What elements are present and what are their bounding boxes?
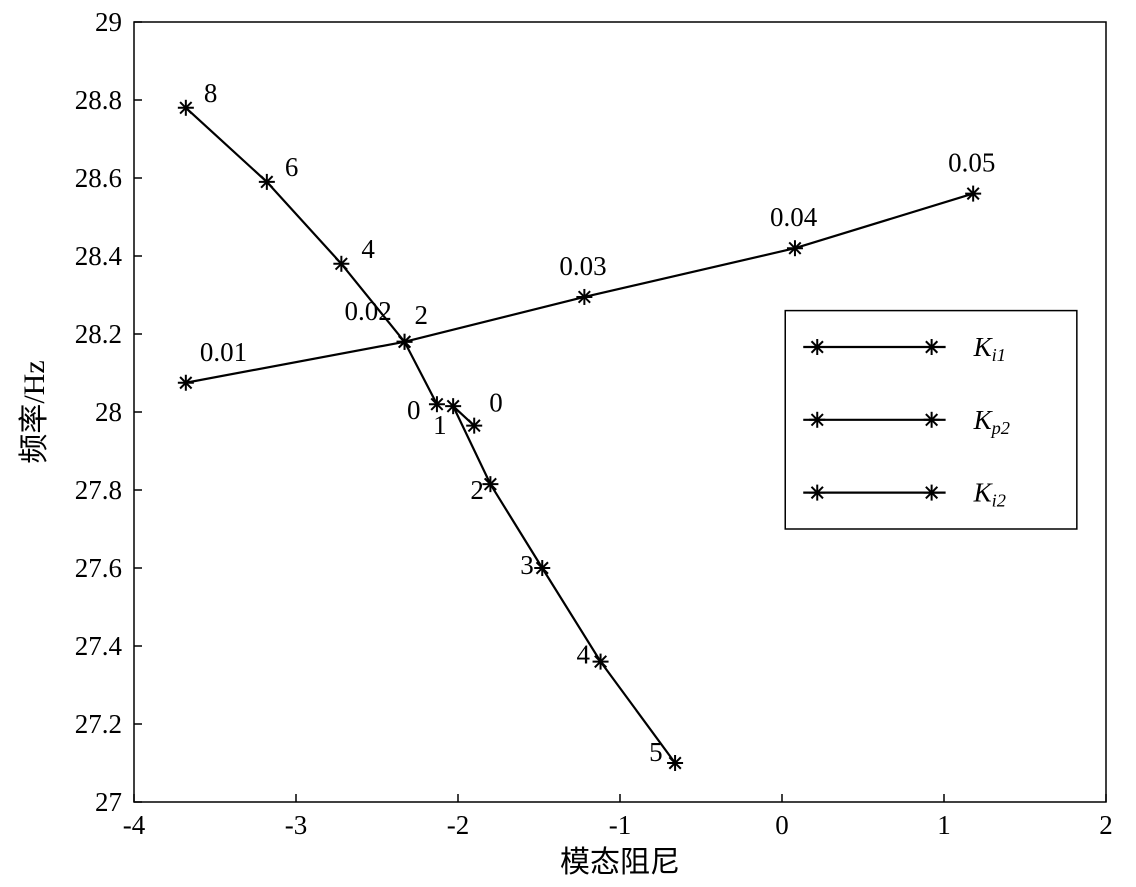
point-label: 0 [489, 388, 503, 418]
ytick-label: 27 [95, 787, 122, 817]
data-marker [466, 418, 482, 434]
data-marker [965, 186, 981, 202]
point-label: 5 [649, 737, 663, 767]
xtick-label: 0 [775, 810, 789, 840]
xtick-label: -4 [123, 810, 146, 840]
ytick-label: 28 [95, 397, 122, 427]
chart-container: -4-3-2-10122727.227.427.627.82828.228.42… [0, 0, 1136, 887]
xtick-label: -2 [447, 810, 470, 840]
point-label: 1 [433, 410, 447, 440]
data-marker [534, 560, 550, 576]
point-label: 0.01 [200, 337, 247, 367]
point-label: 0.03 [559, 251, 606, 281]
data-marker [178, 375, 194, 391]
point-label: 0 [407, 395, 421, 425]
ytick-label: 28.6 [75, 163, 122, 193]
data-marker [809, 485, 825, 501]
ytick-label: 27.6 [75, 553, 122, 583]
xtick-label: -1 [609, 810, 632, 840]
point-label: 4 [361, 234, 375, 264]
xtick-label: 2 [1099, 810, 1113, 840]
data-marker [593, 654, 609, 670]
data-marker [667, 755, 683, 771]
data-marker [178, 100, 194, 116]
data-marker [924, 339, 940, 355]
point-label: 0.05 [948, 148, 995, 178]
data-marker [333, 256, 349, 272]
point-label: 0.04 [770, 202, 818, 232]
point-label: 3 [520, 550, 534, 580]
point-label: 8 [204, 78, 218, 108]
line-chart: -4-3-2-10122727.227.427.627.82828.228.42… [0, 0, 1136, 887]
ytick-label: 28.8 [75, 85, 122, 115]
point-label: 6 [285, 152, 299, 182]
data-marker [445, 398, 461, 414]
data-marker [576, 289, 592, 305]
data-marker [259, 174, 275, 190]
xtick-label: -3 [285, 810, 308, 840]
data-marker [809, 412, 825, 428]
point-label: 2 [415, 300, 429, 330]
point-label: 4 [577, 640, 591, 670]
point-label: 0.02 [345, 296, 392, 326]
ytick-label: 28.4 [75, 241, 123, 271]
ytick-label: 27.2 [75, 709, 122, 739]
data-marker [924, 485, 940, 501]
data-marker [924, 412, 940, 428]
ytick-label: 29 [95, 7, 122, 37]
data-marker [482, 476, 498, 492]
ytick-label: 28.2 [75, 319, 122, 349]
data-marker [809, 339, 825, 355]
xtick-label: 1 [937, 810, 951, 840]
y-axis-label: 频率/Hz [18, 360, 51, 463]
ytick-label: 27.8 [75, 475, 122, 505]
data-marker [397, 334, 413, 350]
data-marker [787, 240, 803, 256]
ytick-label: 27.4 [75, 631, 123, 661]
x-axis-label: 模态阻尼 [560, 846, 680, 879]
point-label: 2 [470, 475, 484, 505]
series-Ki2 [453, 406, 675, 763]
